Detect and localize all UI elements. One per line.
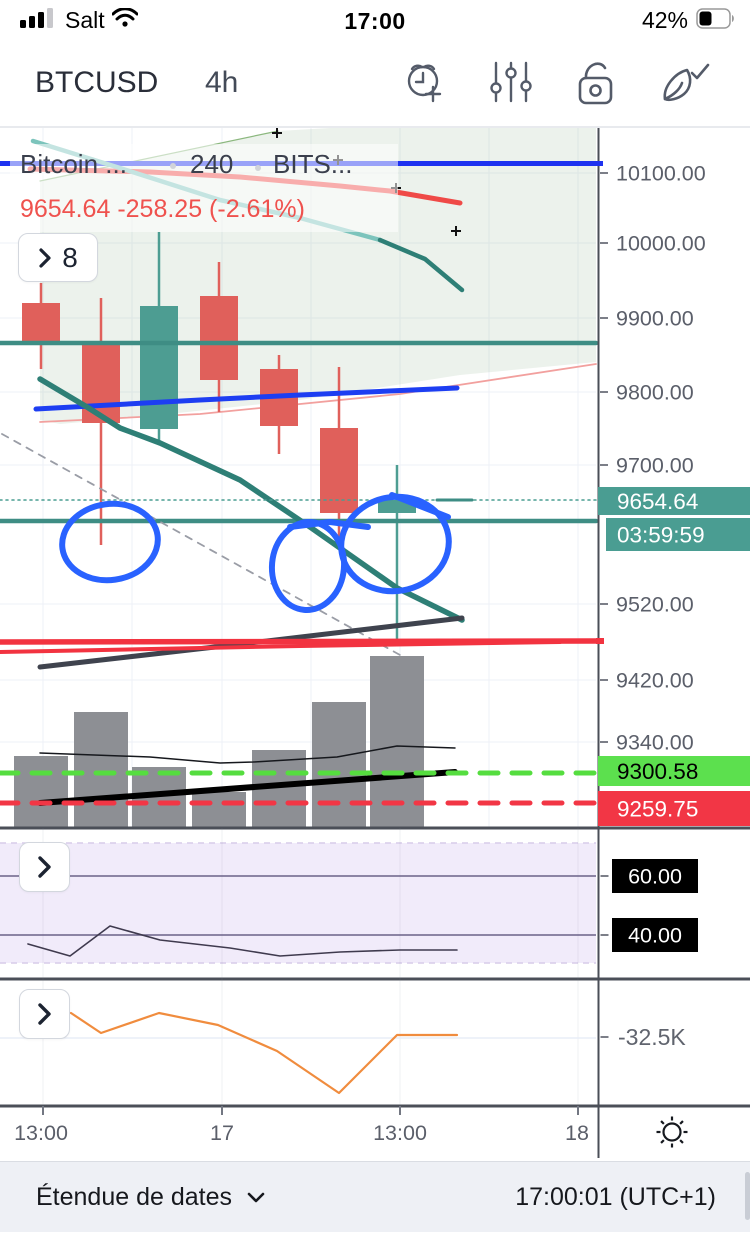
battery-icon [696,7,736,34]
alert-low-badge [598,791,750,826]
volume-ma-line [39,745,456,764]
indicators-settings-icon[interactable] [488,59,534,105]
carrier-label: Salt [65,7,105,33]
drawn-stroke-2[interactable] [389,492,451,520]
drawn-stroke-1[interactable] [287,519,371,530]
date-range-label: Étendue de dates [36,1183,232,1211]
chevron-right-icon [38,1003,51,1025]
current-price-badge [598,487,750,515]
drawn-circle-1[interactable] [57,498,163,587]
lock-open-icon[interactable] [572,57,620,107]
indicator2-value-label: -32.5K [618,1024,686,1050]
red-resistance-b [0,640,562,654]
indicator1-expand-button[interactable] [19,842,70,892]
theme-sun-icon-ray [660,1139,665,1144]
time-axis-label: 13:00 [373,1121,427,1145]
price-axis-label: 9800.00 [616,381,694,405]
price-axis-label: 9340.00 [616,731,694,755]
indicator1-level-label: 40.00 [628,924,682,948]
indicator1-series [27,925,458,957]
price-axis-label: 9900.00 [616,307,694,331]
candle-body [140,306,178,429]
chart-header: BTCUSD 4h [0,44,750,128]
theme-sun-icon[interactable] [662,1122,682,1142]
theme-sun-icon-ray [660,1120,665,1125]
price-axis-label: 9520.00 [616,593,694,617]
candle-body [22,303,60,343]
chevron-right-icon [38,856,51,878]
alert-high-badge [598,756,750,786]
volume-bar [312,702,366,828]
ma-teal-dark-end [377,237,465,293]
theme-sun-icon-ray [679,1139,684,1144]
theme-sun-icon-ray [679,1120,684,1125]
candle-body [82,343,120,423]
wifi-icon [111,7,139,33]
alert-low-badge-label: 9259.75 [617,797,698,822]
marker-plus [451,226,461,236]
axis-blue-tick [596,161,603,166]
countdown-badge-label: 03:59:59 [617,523,705,548]
brush-check-icon[interactable] [658,59,712,105]
black-trendline [37,769,458,806]
drawn-circle-3[interactable] [334,488,457,599]
marker-plus [272,128,282,138]
indicator1-level-badge [612,918,698,952]
indicator2-expand-button[interactable] [19,989,70,1039]
current-price-badge-label: 9654.64 [617,489,698,514]
alarm-add-icon[interactable] [398,56,450,108]
status-time: 17:00 [344,8,406,34]
legend-quote: 9654.64 -258.25 (-2.61%) [20,195,305,223]
trend-teal-curve [37,376,465,623]
candle-body [200,296,238,380]
legend-symbol-title: Bitcoin ... [20,149,127,179]
symbol-title[interactable]: BTCUSD [35,66,159,99]
diagonal-dashed-gray [1,433,401,656]
candle-body [320,428,358,513]
date-range-selector[interactable]: Étendue de dates [36,1162,266,1233]
time-axis-label: 17 [210,1121,234,1145]
clock-utc-label[interactable]: 17:00:01 (UTC+1) [515,1183,716,1211]
volume-bar [74,712,128,828]
chart-area[interactable]: Bitcoin ... 240 BITS... 9654.64 -258.25 (-2… [0,128,750,1158]
indicator1-level-badge [612,859,698,893]
status-bar: Salt 17:00 42% [0,0,750,44]
indicator1-band [0,843,596,963]
legend-exchange: BITS... [273,149,352,179]
object-tree-expand-button[interactable]: 8 [18,233,98,282]
ema-blue-mid [33,385,460,412]
time-axis-label: 13:00 [14,1121,68,1145]
cell-signal-icon [20,6,58,35]
legend-backdrop [10,144,398,232]
bottom-bar-scroll-handle[interactable] [745,1172,750,1220]
indicator1-level-label: 60.00 [628,865,682,889]
legend-interval: 240 [190,149,233,179]
price-axis-label: 9700.00 [616,454,694,478]
axis-red-tick [596,638,604,644]
volume-bar [192,792,246,828]
chevron-right-icon [39,247,51,268]
price-axis-label: 10000.00 [616,232,706,256]
volume-bar [14,756,68,828]
countdown-badge [606,518,750,551]
alert-high-badge-label: 9300.58 [617,759,698,784]
volume-bar [370,656,424,828]
interval-selector[interactable]: 4h [205,66,239,99]
chart-canvas[interactable]: Bitcoin ... 240 BITS... 9654.64 -258.25 (-2… [0,128,750,1158]
chevron-down-icon [247,1192,265,1203]
price-axis-label: 9420.00 [616,669,694,693]
objects-count: 8 [62,241,78,273]
price-axis-label: 10100.00 [616,162,706,186]
drawn-circle-2[interactable] [268,519,348,613]
time-axis-label: 18 [565,1121,589,1145]
bottom-toolbar: Étendue de dates 17:00:01 (UTC+1) [0,1161,750,1232]
battery-percent: 42% [641,7,688,33]
indicator2-series [69,1011,459,1095]
